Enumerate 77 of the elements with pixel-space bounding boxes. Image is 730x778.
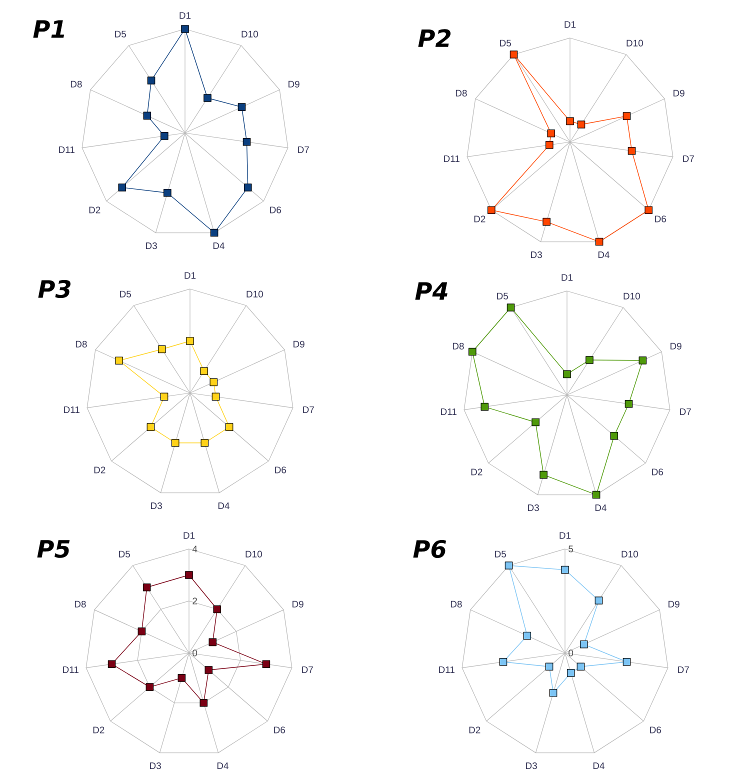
spoke-label: D7 [298, 146, 309, 153]
spoke-label: D3 [151, 502, 162, 510]
spoke-label: D8 [74, 600, 86, 608]
spoke-label: D7 [683, 155, 694, 162]
spoke-label: D5 [497, 292, 508, 300]
y-tick-label: 4 [192, 546, 198, 552]
spoke-label: D6 [652, 468, 664, 476]
chart-title: P1 [33, 20, 64, 38]
spoke-label: D5 [120, 290, 132, 298]
spoke-label: D2 [89, 206, 100, 214]
spoke-label: D1 [562, 274, 573, 281]
spoke-label: D6 [270, 206, 282, 214]
spoke-label: D9 [292, 600, 304, 608]
spoke-label: D3 [528, 504, 539, 512]
y-tick-label: 0 [568, 650, 574, 656]
spoke-label: D5 [495, 550, 506, 558]
spoke-label: D11 [59, 146, 74, 153]
chart-title: P6 [413, 540, 446, 558]
y-tick-label: 5 [568, 546, 574, 552]
spoke-label: D11 [63, 666, 78, 673]
spoke-label: D4 [595, 504, 606, 511]
spoke-label: D6 [655, 216, 666, 222]
spoke-label: D4 [213, 242, 224, 249]
spoke-label: D11 [441, 408, 456, 415]
spoke-label: D4 [598, 251, 610, 258]
spoke-label: D10 [246, 550, 262, 558]
spoke-label: D4 [217, 762, 228, 770]
spoke-label: D9 [670, 342, 682, 350]
spoke-label: D2 [471, 468, 482, 476]
chart-title: P3 [38, 280, 70, 298]
spoke-label: D5 [119, 550, 130, 558]
spoke-label: D8 [76, 340, 87, 348]
spoke-label: D3 [150, 762, 161, 770]
chart-title: P5 [37, 540, 70, 558]
spoke-label: D3 [531, 251, 542, 258]
spoke-label: D9 [674, 90, 684, 97]
spoke-label: D3 [146, 242, 157, 250]
spoke-label: D7 [678, 666, 689, 673]
spoke-label: D2 [469, 726, 480, 734]
spoke-label: D10 [622, 550, 638, 558]
spoke-label: D1 [184, 272, 196, 279]
spoke-label: D6 [275, 466, 286, 474]
chart-title: P4 [415, 282, 448, 300]
spoke-label: D5 [500, 40, 512, 46]
spoke-label: D9 [288, 80, 300, 88]
spoke-label: D11 [439, 666, 454, 673]
spoke-label: D8 [456, 90, 467, 97]
spoke-label: D1 [564, 21, 576, 28]
spoke-label: D7 [303, 406, 314, 413]
y-tick-label: 0 [192, 650, 198, 656]
spoke-label: D4 [218, 502, 230, 509]
spoke-label: D7 [680, 408, 691, 415]
spoke-label: D6 [650, 726, 662, 734]
spoke-label: D10 [246, 290, 263, 298]
spoke-label: D1 [180, 12, 191, 19]
spoke-label: D8 [452, 342, 464, 350]
spoke-label: D10 [624, 292, 640, 300]
spoke-label: D8 [450, 600, 462, 608]
spoke-label: D7 [302, 666, 313, 673]
y-tick-label: 2 [192, 598, 197, 604]
spoke-label: D2 [94, 466, 106, 474]
spoke-label: D10 [626, 40, 643, 46]
spoke-label: D4 [593, 762, 604, 770]
spoke-label: D9 [294, 340, 304, 348]
spoke-label: D2 [93, 726, 104, 734]
spoke-label: D1 [560, 532, 571, 539]
spoke-label: D1 [184, 532, 195, 539]
spoke-label: D8 [70, 80, 82, 88]
spoke-label: D2 [474, 216, 486, 222]
spoke-label: D11 [64, 406, 80, 413]
spoke-label: D11 [444, 155, 460, 162]
spoke-label: D5 [115, 30, 126, 38]
spoke-label: D10 [242, 30, 258, 38]
spoke-label: D3 [526, 762, 537, 770]
spoke-label: D9 [668, 600, 680, 608]
chart-title: P2 [418, 29, 451, 47]
spoke-label: D6 [274, 726, 286, 734]
